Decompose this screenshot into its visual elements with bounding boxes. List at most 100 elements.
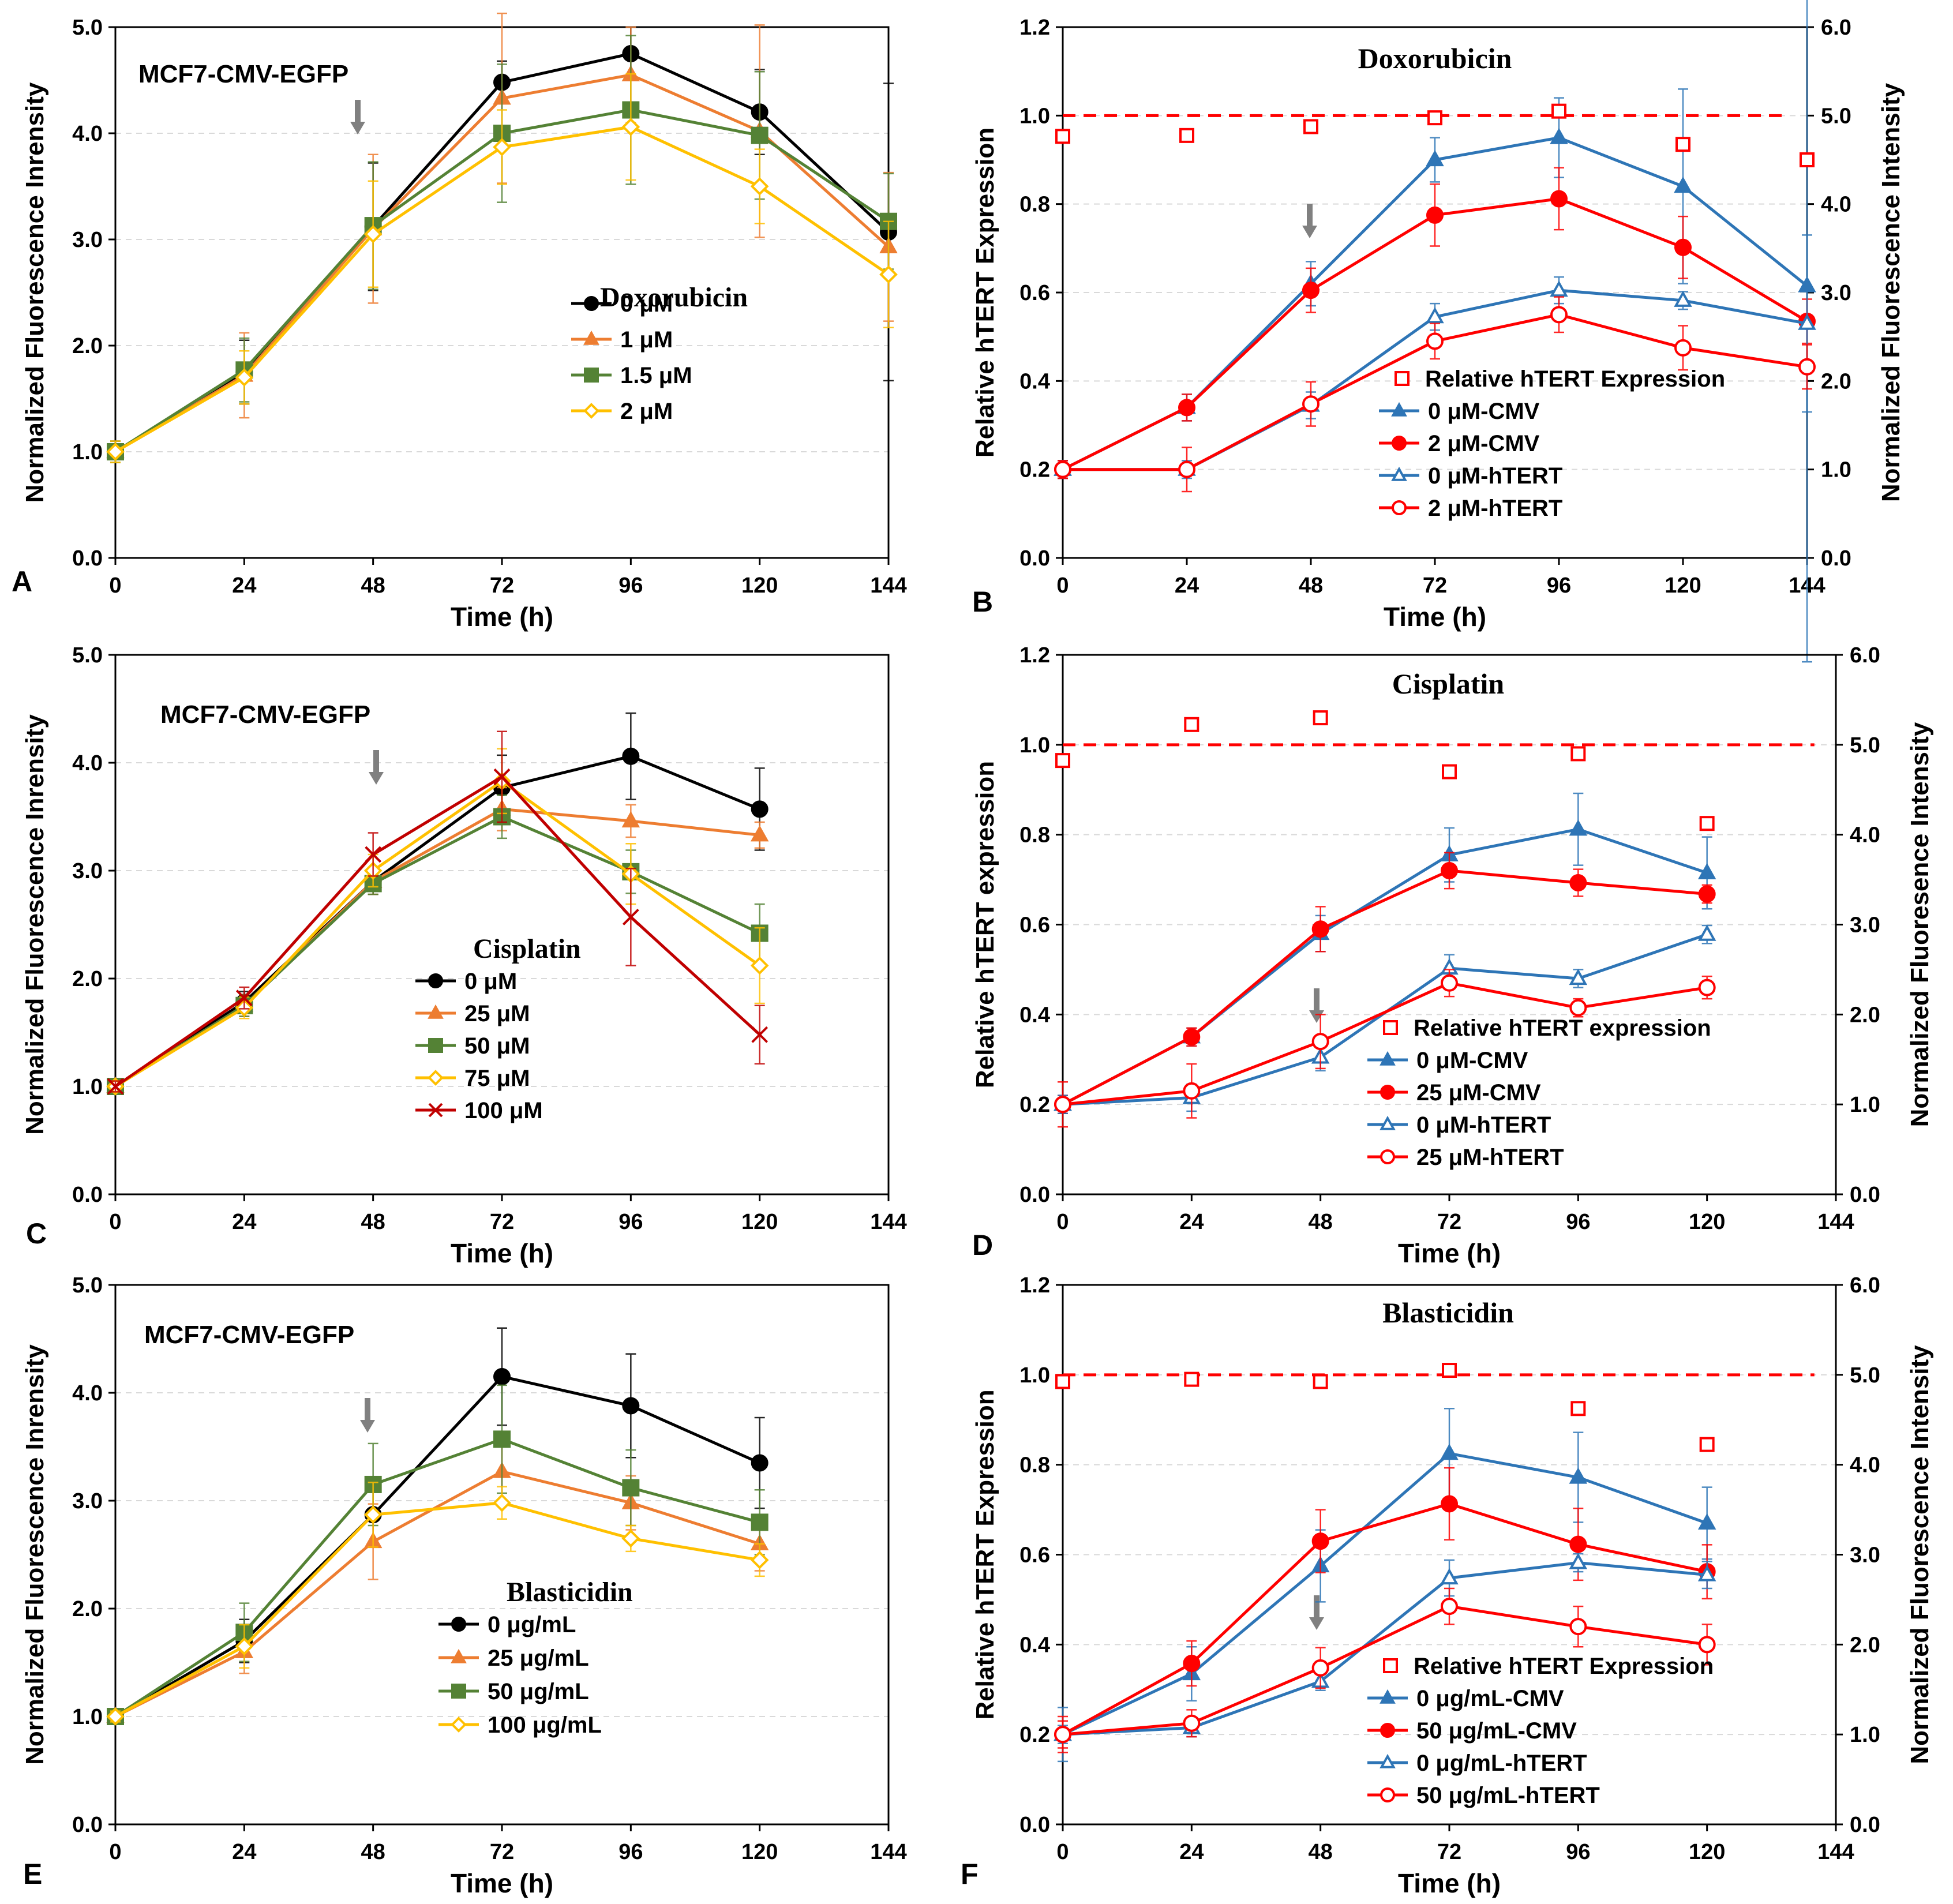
- x-axis-label: Time (h): [1398, 1868, 1501, 1898]
- data-point: [1674, 176, 1692, 193]
- data-point: [750, 825, 769, 842]
- x-tick-label: 120: [741, 1210, 778, 1234]
- legend-marker: [1380, 1753, 1396, 1768]
- y-tick-label: 1.2: [1019, 643, 1050, 668]
- y-tick-label: 0.8: [1019, 823, 1050, 848]
- panel-f: 0 24 48 72 96 120 144 0.0 0.2 0.4 0.6 0.8 1.0 1.2 0.0 1…: [961, 1273, 1934, 1898]
- data-point: [622, 1479, 640, 1497]
- panel-e: 0 24 48 72 96 120 144 0.0 1.0 2.0 3.0 4.0 5.0 Time (h…: [21, 1273, 907, 1898]
- relative-expression-point: [1699, 816, 1715, 831]
- data-point: [750, 1551, 769, 1569]
- y-tick-label: 0.0: [1019, 1183, 1050, 1207]
- legend-label: 50 μM: [464, 1033, 530, 1059]
- data-point: [1798, 358, 1816, 376]
- series: [1054, 969, 1716, 1128]
- x-tick-label: 0: [109, 1210, 121, 1234]
- y2-tick-label: 1.0: [1850, 1723, 1880, 1747]
- y2-axis-label: Normalized Fluorescence Intensity: [1877, 83, 1905, 502]
- y-tick-label: 0.2: [1019, 1723, 1050, 1747]
- x-tick-label: 48: [361, 1210, 385, 1234]
- legend: Relative hTERT Expression 0 μM-CMV 2 μM-CM…: [1379, 366, 1725, 521]
- cell-line-annotation: MCF7-CMV-EGFP: [144, 1321, 354, 1349]
- data-point: [235, 1637, 254, 1656]
- panel-letter: A: [12, 565, 32, 598]
- data-point: [1569, 968, 1588, 985]
- legend-marker: [428, 1004, 444, 1019]
- legend-marker: [1383, 1658, 1398, 1673]
- data-point: [621, 811, 640, 828]
- legend-label: Relative hTERT Expression: [1425, 366, 1725, 392]
- data-point: [1440, 1444, 1459, 1460]
- x-tick-label: 0: [1056, 1840, 1069, 1864]
- y-tick-label: 0.8: [1019, 193, 1050, 217]
- data-point: [1550, 190, 1568, 208]
- data-point: [493, 1367, 511, 1385]
- legend-marker: [1392, 436, 1407, 451]
- legend-label: 0 μg/mL-hTERT: [1416, 1751, 1587, 1776]
- y-tick-label: 5.0: [72, 643, 103, 668]
- x-tick-label: 144: [870, 574, 906, 598]
- y2-axis-label: Normalized Fluoresence Intensity: [1906, 722, 1934, 1127]
- y2-tick-label: 6.0: [1850, 643, 1880, 668]
- x-tick-label: 48: [361, 574, 385, 598]
- legend-title: Cisplatin: [473, 934, 581, 964]
- legend: Relative hTERT expression 0 μM-CMV 25 μM-C…: [1367, 1015, 1711, 1170]
- legend-marker: [428, 1103, 443, 1118]
- y2-tick-label: 5.0: [1850, 1363, 1880, 1388]
- data-point: [1798, 313, 1816, 330]
- y-tick-label: 3.0: [72, 859, 103, 883]
- y-tick-label: 5.0: [72, 1273, 103, 1298]
- data-point: [1178, 460, 1195, 478]
- y2-tick-label: 3.0: [1850, 1543, 1880, 1568]
- legend-marker: [583, 330, 599, 345]
- legend-label: 1 μM: [620, 327, 673, 353]
- panel-c: 0 24 48 72 96 120 144 0.0 1.0 2.0 3.0 4.0 5.0 Time (h…: [21, 643, 907, 1268]
- data-point: [1569, 874, 1587, 892]
- y-tick-label: 0.0: [72, 1183, 103, 1207]
- data-point: [1569, 1618, 1587, 1636]
- x-tick-label: 72: [1437, 1840, 1461, 1864]
- data-point: [621, 118, 640, 136]
- data-point: [1054, 1096, 1071, 1114]
- legend-marker: [428, 1070, 444, 1086]
- relative-expression-point: [1055, 753, 1070, 769]
- series-line: [1062, 1452, 1708, 1736]
- relative-expression-series: [1055, 710, 1715, 831]
- y2-axis-label: Normalized Fluorescence Intensity: [1906, 1345, 1934, 1764]
- data-point: [1569, 819, 1588, 836]
- x-tick-label: 96: [1566, 1210, 1590, 1234]
- treatment-arrow: [1309, 988, 1324, 1023]
- y-tick-label: 0.6: [1019, 281, 1050, 305]
- y-tick-label: 0.0: [1019, 1813, 1050, 1837]
- series: [1054, 296, 1816, 493]
- y-tick-label: 0.8: [1019, 1453, 1050, 1478]
- x-tick-label: 144: [870, 1840, 906, 1864]
- legend-title: Blasticidin: [507, 1577, 633, 1607]
- data-point: [750, 956, 769, 975]
- data-point: [622, 908, 639, 925]
- relative-expression-point: [1184, 1371, 1199, 1387]
- y2-tick-label: 1.0: [1850, 1093, 1880, 1117]
- data-point: [879, 265, 898, 284]
- relative-expression-point: [1055, 1374, 1070, 1389]
- treatment-arrow: [1302, 204, 1317, 238]
- series: [107, 1327, 769, 1725]
- y-axis-label: Normalized Fluorescence Inrensity: [21, 714, 49, 1135]
- data-point: [1697, 1565, 1716, 1581]
- legend-marker: [1380, 1723, 1395, 1738]
- relative-expression-point: [1442, 764, 1457, 779]
- legend-label: 25 μg/mL: [488, 1646, 589, 1671]
- data-point: [1426, 307, 1444, 324]
- legend-label: Relative hTERT Expression: [1414, 1654, 1714, 1679]
- data-point: [751, 1513, 769, 1531]
- y-tick-label: 0.6: [1019, 1543, 1050, 1568]
- y-tick-label: 0.2: [1019, 458, 1050, 482]
- y-tick-label: 2.0: [72, 1597, 103, 1621]
- panel-letter: F: [961, 1858, 979, 1890]
- y-tick-label: 1.2: [1019, 1273, 1050, 1298]
- y-tick-label: 0.0: [72, 546, 103, 571]
- series: [1054, 1587, 1716, 1749]
- series-line: [114, 775, 761, 1088]
- data-point: [1183, 1655, 1201, 1673]
